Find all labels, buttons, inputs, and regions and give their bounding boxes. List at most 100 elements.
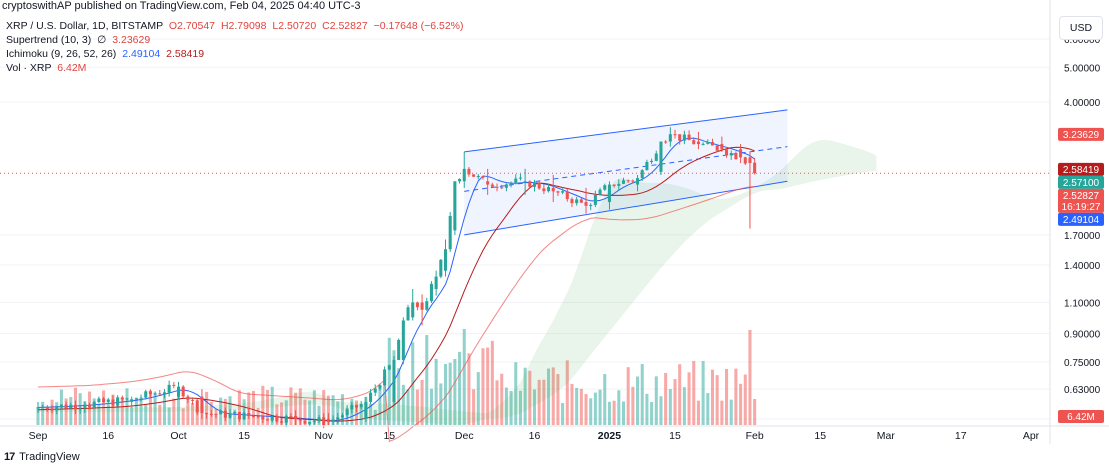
volume-bar [467, 353, 471, 425]
candle-body [298, 418, 302, 421]
volume-bar [682, 387, 686, 425]
candle-body [111, 399, 115, 406]
candle-body [176, 386, 181, 397]
candle-body [415, 302, 419, 308]
candle-body [317, 417, 321, 422]
volume-bar [453, 358, 457, 425]
legend: XRP / U.S. Dollar, 1D, BITSTAMP O2.70547… [6, 19, 464, 75]
candle-body [364, 401, 368, 419]
volume-bar [106, 403, 110, 425]
candle-body [682, 134, 686, 141]
time-tick-label: Apr [1023, 430, 1040, 442]
volume-bar [134, 397, 138, 425]
candle-body [214, 414, 218, 416]
volume-bar [678, 364, 682, 425]
legend-supertrend-row[interactable]: Supertrend (10, 3) ∅ 3.23629 [6, 33, 464, 47]
price-tick-label: 1.10000 [1064, 299, 1101, 310]
volume-bar [626, 367, 630, 425]
candle-body [603, 185, 607, 190]
time-tick-label: 15 [238, 430, 250, 442]
volume-bar [720, 400, 724, 425]
currency-button[interactable]: USD [1059, 16, 1103, 40]
candle-body [41, 407, 45, 409]
volume-bar [509, 390, 513, 425]
volume-bar [579, 388, 583, 425]
volume-bar [636, 376, 640, 425]
candle-body [167, 384, 171, 393]
symbol-label[interactable]: XRP / U.S. Dollar, 1D, BITSTAMP [6, 20, 163, 32]
time-tick-label: 2025 [598, 430, 622, 442]
candle-body [696, 141, 700, 145]
volume-bar [36, 407, 40, 425]
volume-bar [387, 337, 391, 425]
volume-bar [514, 362, 518, 425]
candle-body [589, 204, 593, 206]
volume-bar [120, 398, 124, 425]
candle-body [575, 199, 579, 204]
volume-bar [64, 398, 68, 425]
volume-bar [603, 374, 607, 425]
candle-body [504, 184, 508, 188]
candle-body [125, 398, 129, 400]
legend-ichimoku-row[interactable]: Ichimoku (9, 26, 52, 26) 2.49104 2.58419 [6, 47, 464, 61]
volume-bar [331, 395, 335, 425]
volume-bar [645, 393, 649, 425]
volume-bar [598, 389, 602, 425]
volume-bar [97, 403, 101, 425]
candle-body [139, 397, 143, 399]
volume-bar [429, 388, 433, 425]
price-label-text: 3.23629 [1063, 130, 1100, 141]
volume-bar [322, 390, 326, 425]
volume-bar [415, 389, 419, 425]
volume-bar [486, 347, 490, 425]
candle-body [495, 186, 499, 188]
volume-bar [504, 387, 508, 425]
candle-body [462, 168, 466, 182]
ohlc-high: H2.79098 [220, 20, 267, 32]
ichimoku-value-1: 2.49104 [122, 48, 161, 60]
price-label-text: 2.49104 [1063, 215, 1100, 226]
volume-bar [158, 404, 162, 425]
volume-bar [176, 391, 181, 425]
volume-bar [734, 368, 738, 425]
candle-body [83, 404, 87, 408]
volume-bar [148, 390, 152, 425]
tenkan-line [37, 137, 755, 422]
volume-bar [462, 329, 466, 425]
candle-body [734, 152, 738, 160]
candle-body [50, 409, 54, 411]
ohlc-low: L2.50720 [272, 20, 317, 32]
candle-body [518, 177, 522, 179]
candle-body [500, 187, 504, 189]
legend-volume-row[interactable]: Vol · XRP 6.42M [6, 61, 464, 75]
candle-body [659, 141, 663, 172]
candle-body [401, 320, 405, 360]
volume-bar [195, 409, 199, 425]
legend-symbol-row: XRP / U.S. Dollar, 1D, BITSTAMP O2.70547… [6, 19, 464, 33]
candle-body [570, 199, 574, 204]
volume-bar [710, 369, 715, 425]
volume-bar [186, 400, 190, 425]
volume-bar [650, 402, 654, 425]
candle-body [209, 413, 213, 415]
volume-bar [715, 375, 719, 425]
candle-body [120, 397, 124, 400]
candle-body [270, 416, 274, 421]
trend-channel [464, 109, 788, 236]
candle-body [64, 404, 68, 409]
volume-bar [354, 400, 359, 425]
candle-body [631, 180, 635, 182]
candle-body [378, 385, 382, 389]
candle-body [345, 409, 349, 416]
candle-body [481, 176, 485, 178]
price-tick-label: 5.00000 [1064, 63, 1101, 74]
candle-body [467, 168, 471, 175]
candle-body [406, 307, 410, 321]
candle-body [289, 416, 293, 418]
candle-body [429, 283, 433, 302]
candle-body [579, 199, 583, 203]
ohlc-close: C2.52827 [322, 20, 368, 32]
volume-bar [265, 390, 270, 425]
